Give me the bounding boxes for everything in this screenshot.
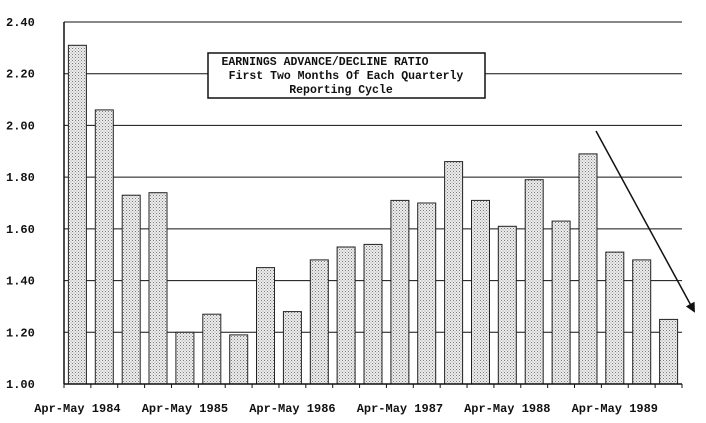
y-tick-label: 2.40 <box>6 16 35 30</box>
bar <box>659 318 679 385</box>
y-tick-label: 1.60 <box>6 223 35 237</box>
bar <box>309 259 329 385</box>
x-tick-label: Apr-May 1989 <box>572 402 658 416</box>
x-tick-label: Apr-May 1987 <box>357 402 443 416</box>
y-tick-label: 1.20 <box>6 326 35 340</box>
y-tick-label: 1.40 <box>6 275 35 289</box>
x-tick-label: Apr-May 1986 <box>249 402 335 416</box>
x-tick-label: Apr-May 1984 <box>34 402 120 416</box>
title-box-frame <box>207 52 486 99</box>
x-tick-label: Apr-May 1988 <box>464 402 550 416</box>
bar <box>390 199 410 385</box>
bar <box>524 179 544 385</box>
chart-title-line: EARNINGS ADVANCE/DECLINE RATIO <box>221 56 428 69</box>
x-tick-label: Apr-May 1985 <box>142 402 228 416</box>
bar <box>605 251 625 385</box>
axes <box>63 22 683 388</box>
trend-arrow <box>595 130 695 313</box>
bar <box>121 194 141 385</box>
y-tick-label: 1.80 <box>6 171 35 185</box>
chart-title-line: First Two Months Of Each Quarterly <box>229 70 464 83</box>
y-tick-label: 1.00 <box>6 378 35 392</box>
y-tick-label: 2.00 <box>6 119 35 133</box>
bar <box>148 192 168 385</box>
bar <box>417 202 437 385</box>
y-axis-tick-labels: 1.00 1.20 1.40 1.60 1.80 2.00 2.20 2.40 <box>6 16 35 392</box>
chart-title-line: Reporting Cycle <box>289 84 393 97</box>
bar <box>336 246 356 385</box>
x-axis-tick-labels: Apr-May 1984 Apr-May 1985 Apr-May 1986 Apr-… <box>34 402 658 416</box>
bar <box>67 44 87 385</box>
bar <box>256 267 275 385</box>
bar <box>202 313 222 385</box>
bar <box>94 109 114 385</box>
bar <box>497 225 517 385</box>
y-tick-label: 2.20 <box>6 68 35 82</box>
bar <box>471 199 490 385</box>
bar <box>632 259 652 385</box>
bar <box>282 311 302 385</box>
bar <box>363 243 383 385</box>
bar <box>551 220 571 385</box>
bar <box>578 153 598 385</box>
bar <box>175 331 195 385</box>
bar <box>444 161 464 385</box>
bar <box>229 334 249 385</box>
